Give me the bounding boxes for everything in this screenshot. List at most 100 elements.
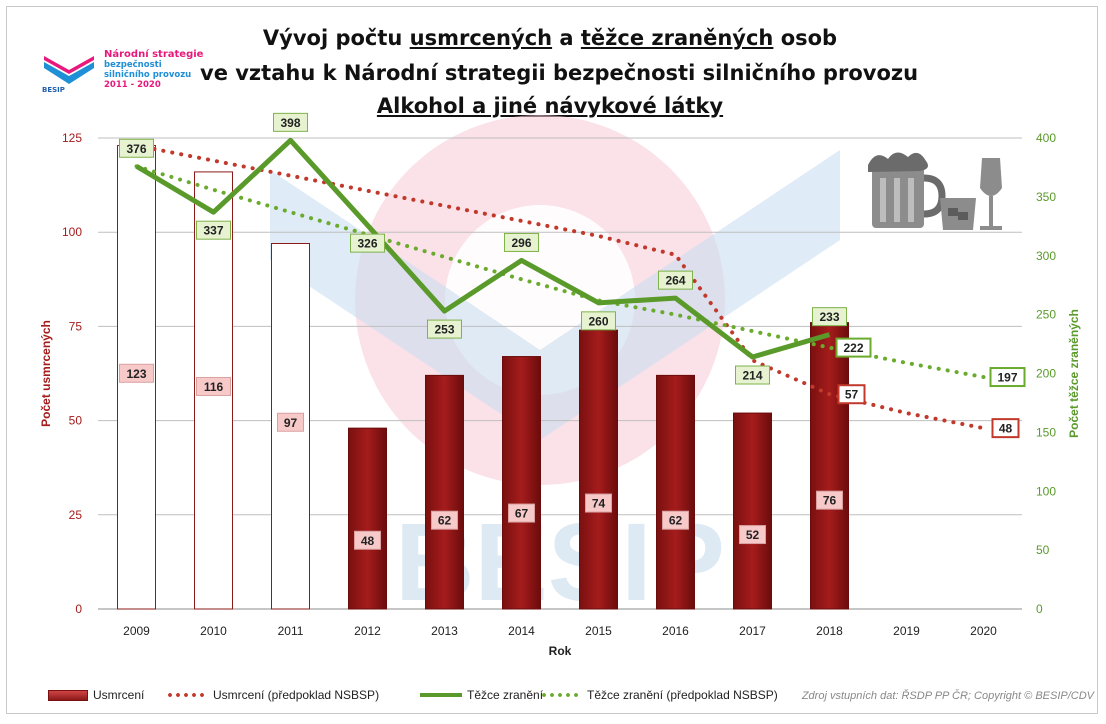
label-tezce-2009: 376 (126, 142, 146, 156)
legend-item-usmrceni: Usmrcení (48, 688, 144, 702)
label-tezce-2015: 260 (588, 314, 608, 328)
label-usmrceni-2014-box (508, 503, 535, 523)
legend-item-tezce-pred: Těžce zranění (předpoklad NSBSP) (540, 688, 778, 702)
x-tick-label: 2010 (200, 624, 227, 638)
legend-label-tezce: Těžce zranění (467, 688, 544, 702)
alcohol-icons (868, 152, 1002, 230)
logo-text: Národní strategie bezpečnosti silničního… (104, 49, 204, 91)
x-tick-label: 2014 (508, 624, 535, 638)
legend-swatch-green-dotted (540, 693, 582, 697)
label-usmrceni-2010-box (196, 376, 231, 396)
label-usmrceni-2016: 62 (669, 514, 683, 528)
data-labels: 123 116 97 48 62 67 74 62 52 76 376 337 398 326 253 296… (119, 112, 1026, 550)
logo-brand: BESIP (42, 86, 65, 94)
label-tezce-pred-2018: 222 (843, 341, 863, 355)
wine-glass-icon (980, 158, 1002, 230)
bar-2017 (733, 412, 772, 610)
label-usmrceni-pred-2020: 48 (999, 422, 1013, 436)
legend-label-tezce-pred: Těžce zranění (předpoklad NSBSP) (587, 688, 778, 702)
label-tezce-2014: 296 (511, 236, 531, 250)
label-tezce-2015-box (581, 311, 616, 331)
y-axis-title: Počet usmrcených (39, 320, 53, 427)
label-tezce-2012-box (350, 233, 385, 253)
label-usmrceni-2014: 67 (515, 507, 529, 521)
x-tick-label: 2009 (123, 624, 150, 638)
label-usmrceni-2013-box (431, 510, 458, 530)
label-tezce-pred-2020-box (989, 367, 1026, 388)
label-tezce-2018-box (812, 307, 847, 327)
label-tezce-pred-2020: 197 (997, 371, 1017, 385)
label-usmrceni-2015: 74 (592, 497, 606, 511)
chart-title-line3: Alkohol a jiné návykové látky (376, 94, 724, 118)
chart-title-line2: ve vztahu k Národní strategii bezpečnost… (200, 61, 919, 85)
y2-tick-label: 200 (1036, 367, 1056, 381)
label-tezce-2013: 253 (434, 323, 454, 337)
label-usmrceni-2009-box (119, 363, 154, 383)
label-usmrceni-pred-2018-box (837, 384, 866, 405)
label-tezce-2016-box (658, 270, 693, 290)
label-tezce-2011: 398 (280, 116, 300, 130)
besip-logo-icon (44, 56, 94, 84)
label-tezce-2017-box (735, 365, 770, 385)
chart-axes: 0 25 50 75 100 125 0 50 100 150 200 250 300 350 400 200… (39, 131, 1081, 658)
bar-2018 (810, 322, 849, 610)
y-tick-label: 50 (69, 414, 83, 428)
x-axis-title: Rok (549, 644, 572, 658)
x-tick-label: 2015 (585, 624, 612, 638)
y2-tick-label: 50 (1036, 543, 1050, 557)
y-tick-label: 125 (62, 131, 82, 145)
label-tezce-2009-box (119, 138, 154, 158)
bar-2014 (502, 356, 541, 610)
chart-grid (98, 137, 1022, 516)
y2-axis-title: Počet těžce zraněných (1067, 309, 1081, 438)
x-tick-label: 2013 (431, 624, 458, 638)
label-tezce-2011-box (273, 112, 308, 132)
line-tezce-zraneni (135, 137, 831, 360)
x-tick-label: 2011 (278, 624, 304, 638)
label-usmrceni-2009: 123 (126, 367, 146, 381)
label-tezce-2017: 214 (742, 369, 762, 383)
bar-2012 (348, 427, 387, 610)
label-usmrceni-2017-box (739, 525, 766, 545)
y2-tick-label: 0 (1036, 602, 1043, 616)
label-tezce-pred-2018-box (835, 337, 872, 358)
label-tezce-2018: 233 (819, 310, 839, 324)
legend-swatch-bar (48, 689, 88, 701)
label-usmrceni-2018-box (816, 490, 843, 510)
label-usmrceni-2016-box (662, 510, 689, 530)
x-tick-label: 2017 (739, 624, 766, 638)
label-usmrceni-2012: 48 (361, 534, 375, 548)
y-tick-label: 75 (69, 319, 83, 333)
label-tezce-2016: 264 (665, 274, 685, 288)
label-usmrceni-2017: 52 (746, 528, 760, 542)
chart-legend: Usmrcení Usmrcení (předpoklad NSBSP) Těž… (10, 688, 1090, 706)
bar-2013 (425, 374, 464, 610)
label-usmrceni-2018: 76 (823, 494, 837, 508)
chart-title-line1: Vývoj počtu usmrcených a těžce zraněných… (262, 26, 838, 50)
y2-tick-label: 250 (1036, 308, 1056, 322)
x-tick-label: 2019 (893, 624, 920, 638)
source-note: Zdroj vstupních dat: ŘSDP PP ČR; Copyrig… (801, 690, 1094, 702)
beer-mug-icon (868, 152, 946, 228)
y-tick-label: 0 (75, 602, 82, 616)
x-tick-label: 2012 (354, 624, 381, 638)
line-usmrceni-predpoklad (134, 143, 986, 431)
legend-swatch-red-dotted (166, 693, 208, 697)
legend-item-usmrceni-pred: Usmrcení (předpoklad NSBSP) (166, 688, 379, 702)
label-usmrceni-2015-box (585, 493, 612, 513)
legend-item-tezce: Těžce zranění (420, 688, 543, 702)
label-usmrceni-2011-box (277, 412, 304, 432)
bar-2016 (656, 374, 695, 610)
label-usmrceni-2010: 116 (204, 380, 224, 394)
legend-label-usmrceni: Usmrcení (93, 688, 145, 702)
y-tick-label: 25 (69, 508, 83, 522)
legend-swatch-green-line (420, 693, 462, 697)
label-tezce-2010-box (196, 220, 231, 240)
label-usmrceni-2013: 62 (438, 514, 452, 528)
label-usmrceni-pred-2018: 57 (845, 388, 859, 402)
label-tezce-2012: 326 (357, 237, 377, 251)
label-usmrceni-2012-box (354, 530, 381, 550)
y2-tick-label: 400 (1036, 131, 1056, 145)
besip-logo: BESIP Národní strategie bezpečnosti siln… (40, 50, 210, 110)
